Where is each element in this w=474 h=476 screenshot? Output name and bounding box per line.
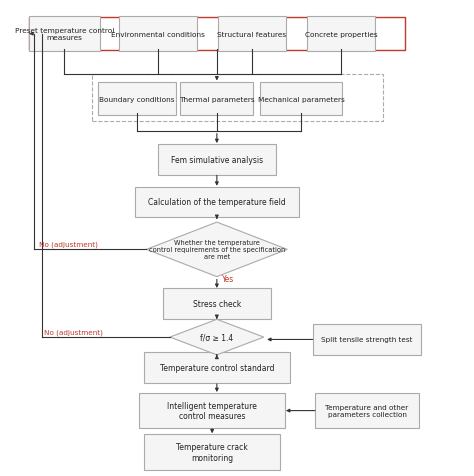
Text: Temperature crack
monitoring: Temperature crack monitoring [176,442,248,462]
Text: Temperature and other
parameters collection: Temperature and other parameters collect… [325,404,409,417]
Text: Calculation of the temperature field: Calculation of the temperature field [148,198,286,207]
Text: Thermal parameters: Thermal parameters [179,96,255,102]
FancyBboxPatch shape [119,17,197,52]
Text: Mechanical parameters: Mechanical parameters [258,96,345,102]
Polygon shape [146,223,287,277]
Polygon shape [170,319,264,355]
Text: Concrete properties: Concrete properties [305,31,377,38]
Text: Yes: Yes [221,275,234,284]
FancyBboxPatch shape [158,145,275,175]
FancyBboxPatch shape [163,289,271,319]
Text: No (adjustment): No (adjustment) [44,328,103,335]
Text: Preset temperature control
measures: Preset temperature control measures [15,28,114,41]
Text: Temperature control standard: Temperature control standard [160,364,274,373]
FancyBboxPatch shape [144,353,290,384]
Text: f/σ ≥ 1.4: f/σ ≥ 1.4 [200,333,234,342]
Text: Environmental conditions: Environmental conditions [111,31,205,38]
FancyBboxPatch shape [181,83,253,116]
Text: Split tensile strength test: Split tensile strength test [321,337,413,343]
FancyBboxPatch shape [260,83,342,116]
Text: Fem simulative analysis: Fem simulative analysis [171,156,263,164]
FancyBboxPatch shape [315,393,419,428]
Text: Boundary conditions: Boundary conditions [100,96,175,102]
FancyBboxPatch shape [29,17,100,52]
Text: Stress check: Stress check [193,300,241,309]
Text: Intelligent temperature
control measures: Intelligent temperature control measures [167,401,257,420]
FancyBboxPatch shape [139,393,285,428]
FancyBboxPatch shape [307,17,375,52]
Text: Whether the temperature
control requirements of the specification
are met: Whether the temperature control requirem… [149,240,285,260]
FancyBboxPatch shape [218,17,286,52]
Text: Structural features: Structural features [218,31,287,38]
Text: No (adjustment): No (adjustment) [38,241,97,248]
FancyBboxPatch shape [313,324,421,355]
FancyBboxPatch shape [144,434,280,470]
FancyBboxPatch shape [135,187,299,218]
FancyBboxPatch shape [98,83,176,116]
